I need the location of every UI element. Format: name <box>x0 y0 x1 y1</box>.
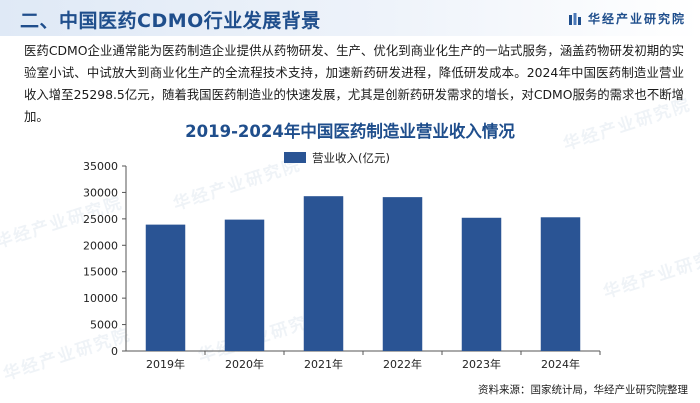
y-tick-label: 30000 <box>83 186 118 199</box>
x-tick-label: 2024年 <box>541 357 580 371</box>
y-tick-label: 15000 <box>83 266 118 279</box>
legend-label: 营业收入(亿元) <box>312 151 390 165</box>
y-tick-label: 0 <box>111 345 118 358</box>
y-tick-label: 25000 <box>83 213 118 226</box>
bar <box>145 224 186 351</box>
bar <box>303 196 344 351</box>
page-title: 二、中国医药CDMO行业发展背景 <box>20 10 321 32</box>
source-note: 资料来源：国家统计局，华经产业研究院整理 <box>478 384 688 396</box>
bar <box>461 217 502 351</box>
bar <box>540 217 581 351</box>
brand-name: 华经产业研究院 <box>587 12 686 26</box>
chart-title: 2019-2024年中国医药制造业营业收入情况 <box>185 122 515 141</box>
x-tick-label: 2020年 <box>225 357 264 371</box>
x-tick-label: 2023年 <box>462 357 501 371</box>
x-tick-label: 2022年 <box>383 357 422 371</box>
bar <box>224 219 265 351</box>
bar <box>382 197 423 351</box>
brand: 华经产业研究院 <box>568 10 686 27</box>
legend-swatch <box>284 152 306 163</box>
x-tick-label: 2019年 <box>146 357 185 371</box>
chart-legend: 营业收入(亿元) <box>284 151 390 165</box>
y-tick-label: 5000 <box>90 319 118 332</box>
brand-logo-icon <box>568 12 582 26</box>
y-tick-label: 35000 <box>83 160 118 173</box>
intro-paragraph: 医药CDMO企业通常能为医药制造企业提供从药物研发、生产、优化到商业化生产的一站… <box>24 43 684 124</box>
header-band <box>0 0 700 36</box>
y-tick-label: 20000 <box>83 239 118 252</box>
x-tick-label: 2021年 <box>304 357 343 371</box>
y-tick-label: 10000 <box>83 292 118 305</box>
